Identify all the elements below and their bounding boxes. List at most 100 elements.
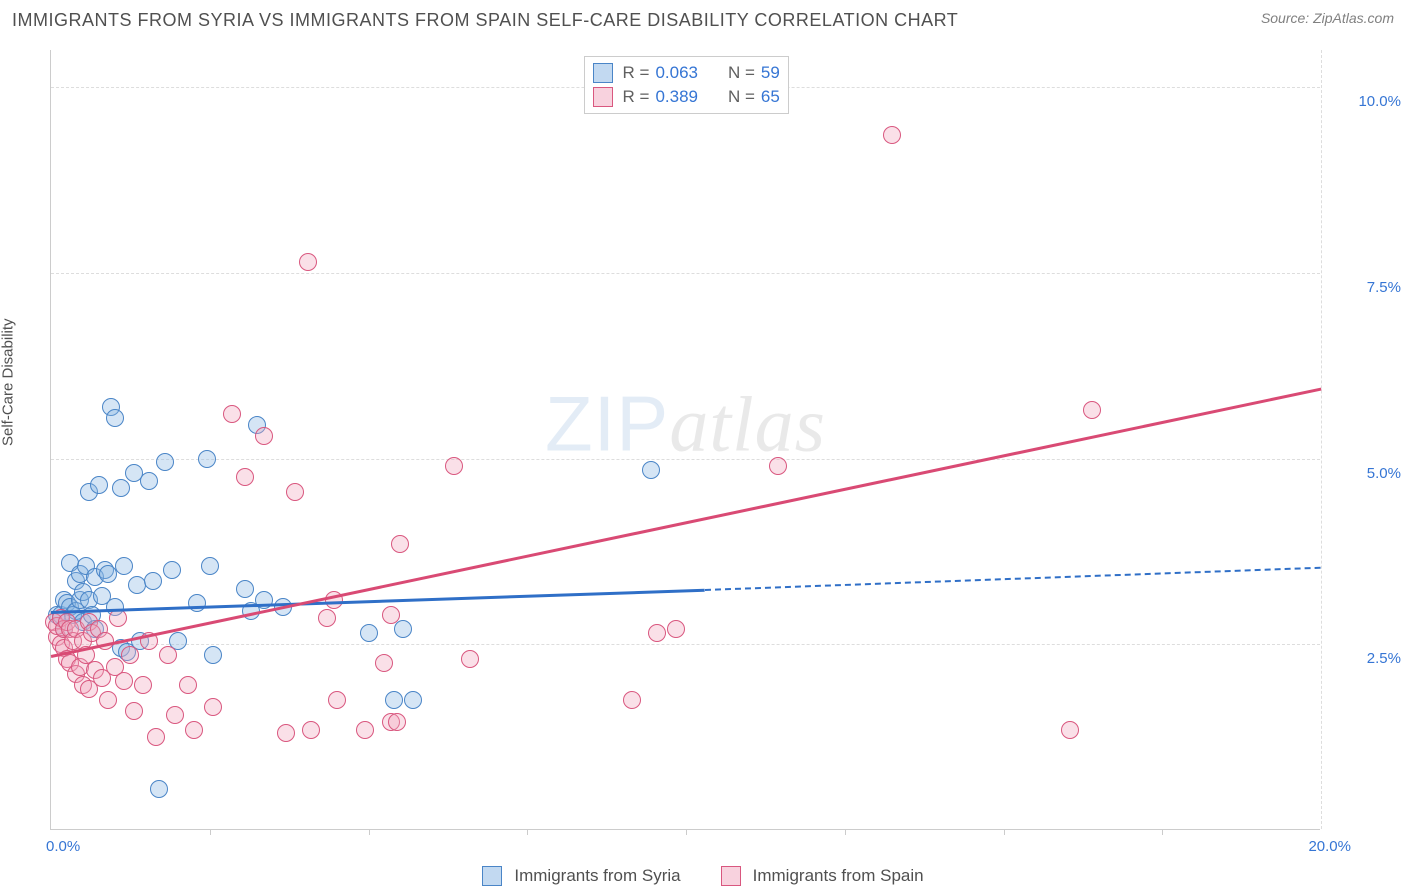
scatter-marker-spain (125, 702, 143, 720)
source-value: ZipAtlas.com (1313, 10, 1394, 26)
scatter-marker-spain (236, 468, 254, 486)
n-value: 65 (761, 87, 780, 107)
y-tick-label: 10.0% (1331, 93, 1401, 110)
n-value: 59 (761, 63, 780, 83)
legend-top-row: R = 0.389 N = 65 (593, 85, 780, 109)
x-tick-mark (527, 829, 528, 835)
scatter-marker-spain (302, 721, 320, 739)
r-value: 0.389 (655, 87, 698, 107)
n-label: N = (728, 63, 755, 83)
legend-label-spain: Immigrants from Spain (753, 866, 924, 886)
chart-title: IMMIGRANTS FROM SYRIA VS IMMIGRANTS FROM… (12, 10, 958, 31)
grid-line-v (1321, 50, 1322, 829)
scatter-marker-syria (115, 557, 133, 575)
scatter-marker-syria (106, 409, 124, 427)
scatter-marker-syria (90, 476, 108, 494)
source-label: Source: ZipAtlas.com (1261, 10, 1394, 26)
scatter-marker-spain (445, 457, 463, 475)
trend-line-syria-dashed (705, 566, 1321, 590)
r-label: R = (623, 87, 650, 107)
r-value: 0.063 (655, 63, 698, 83)
scatter-marker-spain (883, 126, 901, 144)
scatter-marker-spain (648, 624, 666, 642)
y-tick-label: 2.5% (1331, 650, 1401, 667)
source-prefix: Source: (1261, 10, 1313, 26)
scatter-marker-syria (112, 479, 130, 497)
scatter-marker-syria (385, 691, 403, 709)
scatter-marker-spain (623, 691, 641, 709)
x-tick-mark (1162, 829, 1163, 835)
x-tick-label: 20.0% (1271, 838, 1351, 855)
scatter-marker-spain (328, 691, 346, 709)
scatter-marker-spain (223, 405, 241, 423)
y-axis-label: Self-Care Disability (0, 318, 17, 446)
scatter-marker-spain (277, 724, 295, 742)
scatter-marker-spain (166, 706, 184, 724)
title-bar: IMMIGRANTS FROM SYRIA VS IMMIGRANTS FROM… (12, 10, 1394, 31)
scatter-marker-spain (356, 721, 374, 739)
watermark: ZIPatlas (545, 378, 826, 469)
scatter-marker-syria (642, 461, 660, 479)
r-label: R = (623, 63, 650, 83)
legend-top: R = 0.063 N = 59 R = 0.389 N = 65 (584, 56, 789, 114)
scatter-marker-spain (121, 646, 139, 664)
scatter-marker-spain (109, 609, 127, 627)
scatter-marker-syria (156, 453, 174, 471)
scatter-marker-spain (99, 691, 117, 709)
scatter-marker-spain (255, 427, 273, 445)
scatter-marker-syria (140, 472, 158, 490)
scatter-marker-spain (115, 672, 133, 690)
n-label: N = (728, 87, 755, 107)
legend-top-row: R = 0.063 N = 59 (593, 61, 780, 85)
grid-line-h (51, 644, 1320, 645)
scatter-marker-spain (769, 457, 787, 475)
scatter-marker-spain (382, 606, 400, 624)
watermark-zip: ZIP (545, 379, 669, 467)
swatch-spain-icon (721, 866, 741, 886)
plot-area: ZIPatlas 2.5%5.0%7.5%10.0%0.0%20.0%R = 0… (50, 50, 1320, 830)
legend-item-spain: Immigrants from Spain (721, 866, 924, 886)
scatter-marker-syria (204, 646, 222, 664)
scatter-marker-spain (375, 654, 393, 672)
scatter-marker-syria (198, 450, 216, 468)
y-tick-label: 7.5% (1331, 279, 1401, 296)
scatter-marker-spain (179, 676, 197, 694)
x-tick-label: 0.0% (46, 838, 126, 855)
scatter-marker-syria (188, 594, 206, 612)
scatter-marker-spain (667, 620, 685, 638)
x-tick-mark (686, 829, 687, 835)
x-tick-mark (210, 829, 211, 835)
scatter-marker-spain (204, 698, 222, 716)
scatter-marker-syria (144, 572, 162, 590)
scatter-marker-spain (299, 253, 317, 271)
scatter-marker-spain (461, 650, 479, 668)
scatter-marker-spain (286, 483, 304, 501)
scatter-marker-syria (360, 624, 378, 642)
trend-line-syria (51, 589, 705, 614)
scatter-marker-syria (394, 620, 412, 638)
watermark-atlas: atlas (669, 380, 826, 467)
scatter-marker-syria (236, 580, 254, 598)
scatter-marker-spain (391, 535, 409, 553)
scatter-marker-syria (150, 780, 168, 798)
scatter-marker-spain (159, 646, 177, 664)
scatter-marker-spain (1083, 401, 1101, 419)
scatter-marker-spain (185, 721, 203, 739)
legend-label-syria: Immigrants from Syria (514, 866, 680, 886)
legend-bottom: Immigrants from Syria Immigrants from Sp… (0, 866, 1406, 886)
scatter-marker-spain (134, 676, 152, 694)
scatter-marker-spain (388, 713, 406, 731)
scatter-marker-syria (404, 691, 422, 709)
x-tick-mark (369, 829, 370, 835)
grid-line-h (51, 273, 1320, 274)
scatter-marker-syria (201, 557, 219, 575)
scatter-marker-syria (163, 561, 181, 579)
legend-swatch-icon (593, 87, 613, 107)
grid-line-h (51, 459, 1320, 460)
scatter-marker-spain (318, 609, 336, 627)
scatter-marker-spain (147, 728, 165, 746)
x-tick-mark (1004, 829, 1005, 835)
x-tick-mark (845, 829, 846, 835)
scatter-marker-spain (1061, 721, 1079, 739)
y-tick-label: 5.0% (1331, 465, 1401, 482)
